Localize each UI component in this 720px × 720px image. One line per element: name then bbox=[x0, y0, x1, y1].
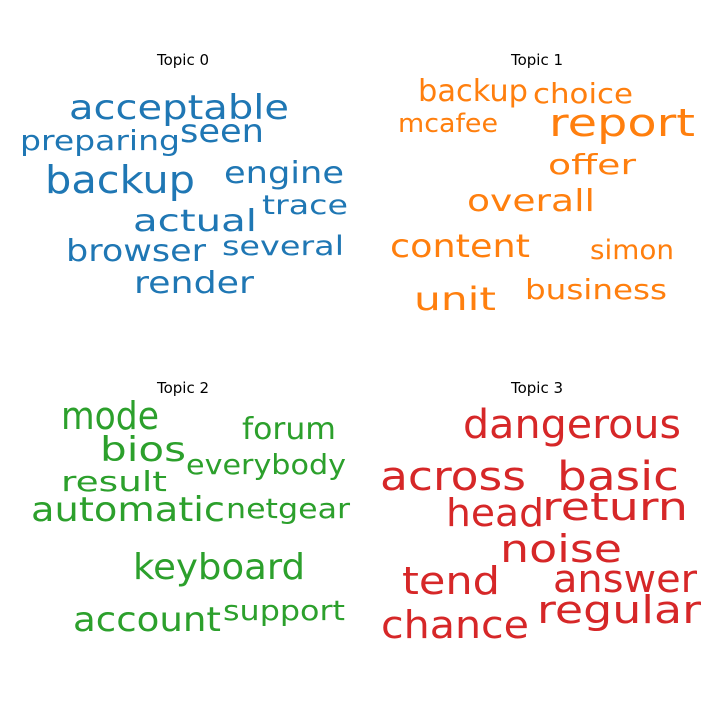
word-3-basic: basic bbox=[557, 454, 679, 500]
word-3-regular: regular bbox=[537, 588, 701, 632]
word-2-mode: mode bbox=[61, 394, 159, 438]
word-0-render: render bbox=[134, 266, 255, 301]
word-0-browser: browser bbox=[66, 234, 207, 269]
word-2-account: account bbox=[73, 600, 221, 640]
word-1-unit: unit bbox=[414, 280, 496, 318]
word-2-everybody: everybody bbox=[186, 448, 346, 481]
word-3-head: head bbox=[446, 491, 544, 535]
word-3-chance: chance bbox=[381, 603, 529, 647]
panel-title-topic-2: Topic 2 bbox=[156, 379, 210, 397]
word-1-mcafee: mcafee bbox=[398, 109, 498, 139]
word-2-result: result bbox=[61, 465, 167, 498]
word-2-keyboard: keyboard bbox=[133, 547, 305, 588]
word-1-choice: choice bbox=[533, 77, 633, 110]
word-1-simon: simon bbox=[590, 235, 674, 266]
panel-title-topic-1: Topic 1 bbox=[510, 51, 564, 69]
word-3-noise: noise bbox=[500, 527, 622, 571]
panel-title-topic-0: Topic 0 bbox=[156, 51, 210, 69]
word-3-across: across bbox=[380, 454, 526, 500]
word-0-actual: actual bbox=[133, 204, 257, 239]
word-2-netgear: netgear bbox=[226, 492, 351, 525]
word-1-business: business bbox=[525, 273, 667, 306]
word-3-return: return bbox=[542, 485, 688, 529]
word-0-trace: trace bbox=[262, 190, 348, 221]
word-0-acceptable: acceptable bbox=[69, 88, 289, 128]
word-0-preparing: preparing bbox=[20, 124, 180, 157]
word-2-bios: bios bbox=[100, 430, 186, 470]
word-3-dangerous: dangerous bbox=[463, 402, 681, 448]
word-2-forum: forum bbox=[242, 412, 336, 447]
panel-title-topic-3: Topic 3 bbox=[510, 379, 564, 397]
word-1-content: content bbox=[390, 227, 530, 265]
word-1-overall: overall bbox=[467, 184, 595, 219]
word-1-report: report bbox=[549, 101, 695, 145]
word-1-offer: offer bbox=[548, 148, 637, 181]
word-3-tend: tend bbox=[402, 559, 500, 603]
word-0-several: several bbox=[222, 231, 344, 262]
word-0-engine: engine bbox=[224, 156, 344, 191]
word-0-backup: backup bbox=[45, 158, 195, 202]
word-2-support: support bbox=[223, 594, 345, 627]
word-3-answer: answer bbox=[553, 557, 697, 601]
word-0-seen: seen bbox=[180, 112, 264, 150]
word-2-automatic: automatic bbox=[31, 490, 225, 530]
word-1-backup: backup bbox=[418, 74, 528, 109]
